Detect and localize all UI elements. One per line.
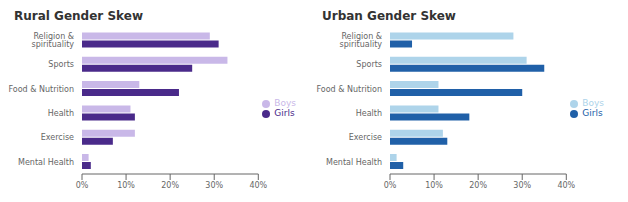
html-text:Girls: Girls bbox=[274, 108, 295, 118]
svg-text:40%: 40% bbox=[557, 181, 575, 190]
html-text:Boys: Boys bbox=[274, 98, 296, 108]
svg-text:0%: 0% bbox=[384, 181, 397, 190]
svg-text:40%: 40% bbox=[249, 181, 267, 190]
svg-text:Mental Health: Mental Health bbox=[326, 158, 382, 167]
svg-text:20%: 20% bbox=[161, 181, 179, 190]
svg-text:Food & Nutrition: Food & Nutrition bbox=[8, 85, 74, 94]
svg-text:10%: 10% bbox=[425, 181, 443, 190]
svg-text:Exercise: Exercise bbox=[41, 133, 74, 142]
svg-text:Religion &spirituality: Religion &spirituality bbox=[340, 32, 383, 50]
svg-text:Sports: Sports bbox=[48, 60, 74, 69]
svg-text:0%: 0% bbox=[76, 181, 89, 190]
html-text:Rural Gender Skew: Rural Gender Skew bbox=[14, 9, 143, 23]
svg-text:20%: 20% bbox=[469, 181, 487, 190]
svg-text:Food & Nutrition: Food & Nutrition bbox=[316, 85, 382, 94]
svg-text:Exercise: Exercise bbox=[349, 133, 382, 142]
svg-text:Religion &spirituality: Religion &spirituality bbox=[32, 32, 75, 50]
svg-text:10%: 10% bbox=[117, 181, 135, 190]
svg-text:Sports: Sports bbox=[356, 60, 382, 69]
html-text:Urban Gender Skew: Urban Gender Skew bbox=[322, 9, 456, 23]
html-text:Boys: Boys bbox=[582, 98, 604, 108]
svg-text:Health: Health bbox=[48, 109, 74, 118]
html-text:Girls: Girls bbox=[582, 108, 603, 118]
svg-text:30%: 30% bbox=[513, 181, 531, 190]
svg-text:Mental Health: Mental Health bbox=[18, 158, 74, 167]
svg-text:Health: Health bbox=[356, 109, 382, 118]
svg-text:30%: 30% bbox=[205, 181, 223, 190]
